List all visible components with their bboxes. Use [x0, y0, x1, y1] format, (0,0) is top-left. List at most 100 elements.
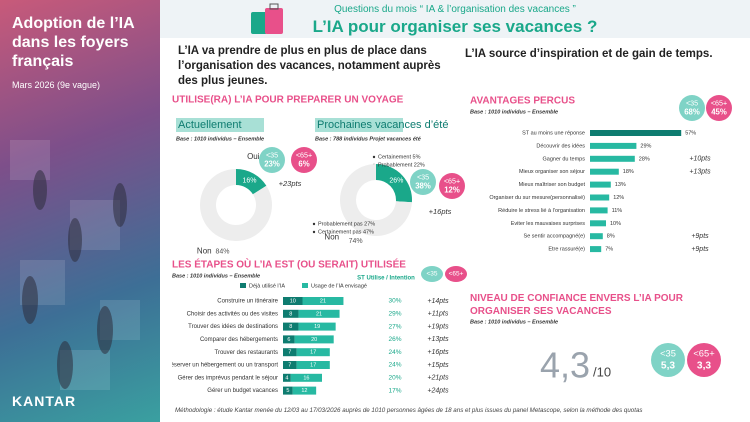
donut-label: 84%: [216, 248, 230, 255]
badge: [706, 95, 732, 121]
bar-intended: [298, 309, 340, 318]
delta: +11pts: [428, 311, 449, 318]
benefit-label: Eviter les mauvaises surprises: [511, 221, 586, 227]
bar: [590, 181, 611, 188]
badge-value: 6%: [298, 160, 309, 169]
bar-label: 8: [289, 324, 292, 330]
badge-label: <65+: [444, 177, 460, 185]
bar-label: 10: [290, 298, 296, 304]
total-label: 24%: [388, 349, 401, 356]
benefit-label: Gagner du temps: [543, 156, 586, 162]
sidebar-decor: [10, 140, 140, 390]
bar-label: 8: [289, 311, 292, 317]
donut-slice: [376, 164, 412, 203]
bar: [590, 246, 602, 253]
bar-intended: [292, 386, 317, 395]
badge-label: <35: [686, 99, 698, 107]
column-header: ST Utilise / Intention: [357, 276, 415, 282]
benefit-label: Réduire le stress lié à l’organisation: [498, 208, 585, 214]
donut-category: Non: [324, 233, 339, 242]
legend-label: Usage de l’IA envisagé: [311, 283, 367, 289]
badge: [421, 266, 443, 282]
delta: +24pts: [427, 387, 449, 394]
bar: [590, 142, 637, 149]
suitcase-icon: [251, 3, 283, 34]
badge: [291, 147, 317, 173]
section-title: LES ÉTAPES OÙ L’IA EST (OU SERAIT) UTILI…: [172, 258, 406, 271]
bar: [590, 168, 619, 175]
badge: [445, 266, 467, 282]
bar: [590, 207, 608, 214]
bar-label: 7: [288, 350, 291, 356]
badge-label: <35: [660, 349, 676, 359]
donut-slice: [339, 164, 412, 236]
bar: [590, 130, 682, 136]
badge-label: <65+: [693, 349, 714, 359]
badge: [687, 343, 721, 377]
bar-label: 12: [301, 388, 307, 394]
sidebar-title: Adoption de l’IA dans les foyers françai…: [12, 15, 135, 70]
benefit-label: ST au moins une réponse: [522, 130, 585, 136]
badge-value: 68%: [684, 108, 700, 117]
value-label: 57%: [685, 130, 696, 136]
value-label: 7%: [605, 247, 613, 253]
benefit-label: Organiser du sur mesure(personnalisé): [489, 195, 585, 201]
bar-used: [283, 297, 303, 305]
bullet: [372, 155, 376, 159]
bar: [590, 233, 603, 240]
step-label: Gérer des imprévus pendant le séjour: [178, 375, 278, 381]
delta: +16pts: [429, 207, 452, 216]
label-clip: [160, 290, 172, 400]
value-label: 29%: [640, 143, 651, 149]
bar: [590, 220, 606, 227]
kicker: Questions du mois “ IA & l’organisation …: [334, 4, 576, 15]
chart-title: Actuellement: [178, 119, 242, 131]
donut-category: Non: [197, 246, 212, 255]
step-label: Construire un itinéraire: [217, 299, 278, 305]
badge-value: 3,3: [697, 361, 711, 372]
donut-note: Certainement pas 47%: [318, 229, 374, 235]
total-label: 24%: [388, 362, 401, 369]
total-label: 29%: [388, 311, 401, 318]
bar-used: [283, 322, 299, 331]
chart-base: Base : 1010 individus – Ensemble: [172, 273, 260, 279]
bullet: [312, 230, 316, 234]
chart-base: Base : 1010 individus – Ensemble: [176, 136, 264, 142]
bar-intended: [290, 373, 322, 382]
value-label: 12%: [613, 195, 624, 201]
page-title: L’IA pour organiser ses vacances ?: [312, 17, 598, 36]
badge-value: 38%: [415, 182, 431, 191]
charts: UTILISE(RA) L’IA POUR PREPARER UN VOYAGE…: [160, 95, 732, 400]
value-label: 28%: [639, 156, 650, 162]
value-label: 10%: [610, 221, 621, 227]
score: 4,3: [540, 345, 590, 386]
bar: [590, 155, 635, 162]
bar-used: [283, 348, 297, 357]
donut-note: Probablement pas 27%: [318, 221, 375, 227]
bar-intended: [302, 297, 344, 305]
bar-intended: [296, 361, 330, 369]
badge-label: <65+: [711, 99, 727, 107]
value-label: 13%: [615, 182, 626, 188]
delta: +13pts: [427, 336, 449, 343]
badge: [410, 169, 436, 195]
donut-category: Oui: [247, 152, 260, 161]
brand: KANTAR: [12, 393, 77, 409]
step-label: Trouver des idées de destinations: [188, 324, 278, 330]
benefit-label: Etre rassuré(e): [548, 247, 585, 253]
donut-slice: [236, 169, 267, 195]
chart-title-box: [176, 118, 264, 132]
footer: Méthodologie : étude Kantar menée du 12/…: [175, 407, 643, 414]
delta: +19pts: [427, 323, 449, 330]
bar-intended: [294, 335, 334, 344]
delta: +23pts: [279, 179, 302, 188]
chart-base: Base : 788 individus Projet vacances été: [315, 136, 421, 142]
bar-label: 6: [287, 337, 290, 343]
bar-intended: [296, 348, 330, 357]
total-label: 26%: [388, 336, 401, 343]
badge-value: 12%: [444, 186, 460, 195]
bar: [590, 194, 610, 201]
step-label: Comparer des hébergements: [200, 337, 278, 343]
donut-label: 26%: [389, 178, 403, 185]
legend-swatch: [302, 283, 308, 288]
